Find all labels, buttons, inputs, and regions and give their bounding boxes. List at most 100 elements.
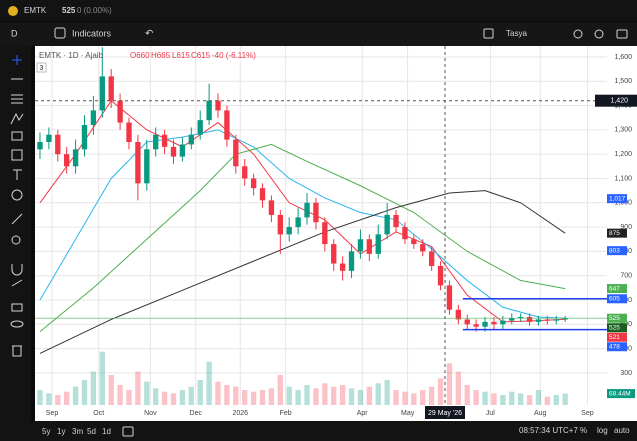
volume-bar: [375, 383, 381, 405]
candle-body: [331, 244, 337, 264]
volume-bar: [126, 390, 132, 405]
symbol-logo: [8, 6, 18, 16]
legend-low: L615: [172, 51, 190, 60]
candle-body: [553, 319, 559, 321]
price-badge-label: 525: [609, 315, 620, 322]
volume-bar: [446, 363, 453, 405]
symbol[interactable]: EMTK: [24, 6, 47, 15]
candle-body: [437, 265, 444, 286]
volume-bar: [348, 388, 355, 405]
price-badge: [607, 313, 627, 323]
crosshair-y-badge: [595, 94, 637, 107]
candle-body: [64, 154, 70, 167]
price-badge: [607, 246, 627, 256]
volume-bar: [170, 393, 177, 405]
y-tick-label: 1,600: [614, 54, 632, 61]
price-badge-label: 803: [609, 247, 620, 254]
percent-toggle[interactable]: %: [580, 426, 587, 435]
bottom-bar: [0, 421, 637, 441]
volume-bar: [37, 390, 43, 405]
log-toggle[interactable]: log: [597, 426, 608, 435]
crosshair-x-badge: [424, 406, 465, 419]
snapshot[interactable]: [616, 29, 628, 39]
volume-bar: [500, 395, 506, 405]
range-button[interactable]: 5d: [87, 427, 96, 436]
x-tick-label: Oct: [93, 410, 104, 417]
y-tick-label: 1,500: [614, 78, 632, 85]
volume-bar: [562, 393, 568, 405]
range-button[interactable]: 3m: [72, 427, 83, 436]
volume-bar: [526, 395, 533, 405]
legend-count: 3: [40, 65, 44, 72]
price-badge-label: 525: [609, 324, 620, 331]
volume-bar: [206, 361, 212, 405]
volume-bar: [259, 390, 266, 405]
interval[interactable]: D: [11, 28, 18, 38]
fullscreen[interactable]: [594, 29, 604, 39]
range-button[interactable]: 5y: [42, 427, 50, 436]
legend-high: H665: [151, 51, 171, 60]
candle-body: [286, 227, 292, 235]
candle-body: [72, 149, 79, 167]
candle-body: [384, 214, 390, 235]
candle-body: [135, 142, 141, 184]
candle-body: [224, 110, 230, 140]
volume-bar: [544, 396, 551, 405]
candle-body: [81, 124, 88, 150]
volume-bar: [437, 378, 444, 405]
price-badge-label: 478: [609, 343, 620, 350]
candle-body: [339, 263, 346, 271]
y-tick-label: 700: [620, 273, 632, 280]
volume-bar: [233, 386, 239, 405]
toolbar: [0, 22, 637, 46]
auto-toggle[interactable]: auto: [614, 426, 630, 435]
volume-bar: [393, 390, 399, 405]
candle-body: [37, 142, 43, 150]
candle-body: [179, 144, 186, 157]
y-tick-label: 900: [620, 224, 632, 231]
candle-body: [357, 239, 364, 252]
legend-badge[interactable]: [36, 62, 47, 73]
volume-bar: [286, 386, 292, 405]
volume-bar: [197, 380, 203, 405]
indicators-button[interactable]: Indicators: [72, 28, 112, 38]
price-badge-label: 1,017: [609, 195, 626, 202]
top-bar: [0, 0, 637, 21]
range-button[interactable]: 1d: [102, 427, 111, 436]
volume-bar: [135, 371, 141, 405]
volume-bar: [215, 381, 221, 405]
candle-body: [161, 134, 168, 147]
legend-open: O660: [130, 51, 150, 60]
drawing-tools: [10, 55, 24, 357]
undo[interactable]: ↶: [145, 29, 153, 40]
settings[interactable]: [573, 29, 583, 39]
time-axis: [35, 405, 637, 421]
range-buttons: 5y 1y 3m 5d 1d: [42, 427, 111, 436]
volume-bar: [473, 390, 479, 405]
candle-body: [562, 318, 568, 320]
candle-body: [517, 317, 524, 319]
indicators-icon: [54, 27, 66, 39]
candle-body: [126, 122, 132, 143]
volume-bar: [188, 386, 194, 405]
volume-bar: [268, 388, 275, 405]
date-picker[interactable]: [122, 426, 134, 437]
candle-body: [295, 217, 301, 228]
volume-badge: [607, 389, 635, 399]
volume-bar: [411, 393, 417, 405]
volume-bar: [55, 395, 61, 405]
price-badge-label: 605: [609, 296, 620, 303]
volume-bar: [420, 390, 426, 405]
layout-name[interactable]: Tasya: [506, 29, 527, 38]
range-button[interactable]: 1y: [57, 427, 65, 436]
price-badge: [607, 228, 627, 238]
volume-bar: [46, 393, 52, 405]
y-tick-label: 300: [620, 370, 632, 377]
price-badge: [607, 323, 627, 333]
candle-body: [46, 134, 52, 143]
chart-area: [35, 46, 607, 405]
candle-body: [313, 202, 319, 223]
candle-body: [268, 200, 275, 215]
candle-body: [393, 214, 399, 228]
